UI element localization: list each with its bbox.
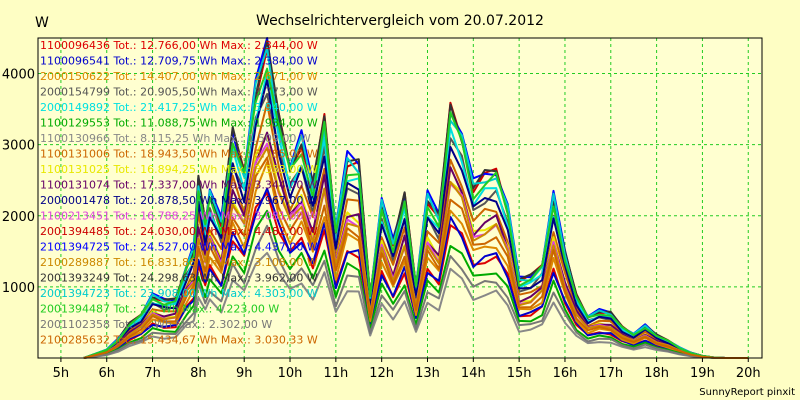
y-tick-label: 3000 — [2, 139, 35, 154]
axes-frame — [37, 37, 763, 359]
legend-entry: 2001393249 Tot.: 24.298,63 Wh Max.: 3.96… — [40, 272, 318, 285]
legend-entry: 2100285632 Tot.: 15.434,67 Wh Max.: 3.03… — [40, 334, 318, 347]
legend-entry: 2000150622 Tot.: 14.407,00 Wh Max.: 2.67… — [40, 70, 318, 83]
legend-entry: 1100131074 Tot.: 17.337,00 Wh Max.: 3.34… — [40, 179, 318, 192]
x-tick-label: 5h — [53, 366, 70, 381]
y-tick-label: 4000 — [2, 68, 35, 83]
legend-entry: 2101394725 Tot.: 24.527,00 Wh Max.: 4.43… — [40, 241, 318, 254]
legend: 1100096436 Tot.: 12.766,00 Wh Max.: 2.34… — [40, 39, 318, 347]
legend-entry: 1100129553 Tot.: 11.088,75 Wh Max.: 1.98… — [40, 117, 318, 130]
x-tick-label: 16h — [553, 366, 578, 381]
legend-entry: 1100130966 Tot.: 8.115,25 Wh Max.: 1.509… — [40, 132, 311, 145]
legend-entry: 1100131006 Tot.: 18.943,50 Wh Max.: 3.78… — [40, 148, 318, 161]
x-tick-label: 7h — [144, 366, 161, 381]
x-tick-label: 12h — [369, 366, 394, 381]
y-tick-labels: 1000 2000 3000 4000 — [2, 68, 35, 296]
x-tick-label: 18h — [644, 366, 669, 381]
x-tick-label: 9h — [236, 366, 253, 381]
series-lines — [83, 37, 749, 359]
series-line-18 — [83, 67, 749, 359]
legend-entry: 2100289887 Tot.: 16.831,86 Wh Max.: 3.10… — [40, 256, 318, 269]
legend-entry: 2001394487 Tot.: 2... Wh Max.: 4.223,00 … — [40, 303, 279, 316]
legend-entry: 2000149892 Tot.: 21.417,25 Wh Max.: 3.94… — [40, 101, 318, 114]
legend-entry: 1100131025 Tot.: 16.894,25 Wh Max.: 3.33… — [40, 163, 318, 176]
x-tick-label: 15h — [507, 366, 532, 381]
series-line-6 — [83, 209, 749, 359]
legend-entry: 1100096436 Tot.: 12.766,00 Wh Max.: 2.34… — [40, 39, 318, 52]
x-tick-label: 20h — [736, 366, 761, 381]
x-tick-label: 6h — [98, 366, 115, 381]
y-tick-label: 2000 — [2, 210, 35, 225]
x-tick-label: 19h — [690, 366, 715, 381]
series-line-2 — [83, 187, 749, 359]
legend-entry: 1100213451 Tot.: 16.788,25 Wh Max.: 3.08… — [40, 210, 318, 223]
chart-title: Wechselrichtervergleich vom 20.07.2012 — [256, 13, 544, 29]
x-tick-label: 14h — [461, 366, 486, 381]
series-line-20 — [83, 156, 749, 359]
y-axis-label: W — [35, 15, 49, 31]
legend-entry: 2000154799 Tot.: 20.905,50 Wh Max.: 3.77… — [40, 86, 318, 99]
legend-entry: 2001394723 Tot.: 23.908,00 Wh Max.: 4.30… — [40, 287, 318, 300]
legend-entry: 2001394485 Tot.: 24.030,00 Wh Max.: 4.48… — [40, 225, 318, 238]
series-line-7 — [83, 251, 749, 359]
x-tick-label: 17h — [598, 366, 623, 381]
x-tick-label: 10h — [278, 366, 303, 381]
x-tick-label: 8h — [190, 366, 207, 381]
x-tick-labels: 5h 6h 7h 8h 9h 10h 11h 12h 13h 14h 15h 16h 17h 18h 19h… — [53, 358, 761, 381]
x-tick-label: 13h — [415, 366, 440, 381]
footer-credit: SunnyReport pinxit — [699, 387, 795, 398]
legend-entry: 1100096541 Tot.: 12.709,75 Wh Max.: 2.38… — [40, 55, 318, 68]
y-tick-label: 1000 — [2, 281, 35, 296]
x-tick-label: 11h — [323, 366, 348, 381]
legend-entry: 2000001478 Tot.: 20.878,50 Wh Max.: 3.96… — [40, 194, 318, 207]
axes — [37, 37, 763, 359]
legend-entry: 2001102358 Tot.: ... Wh Max.: 2.302,00 W — [40, 318, 272, 331]
series-line-19 — [83, 224, 749, 359]
